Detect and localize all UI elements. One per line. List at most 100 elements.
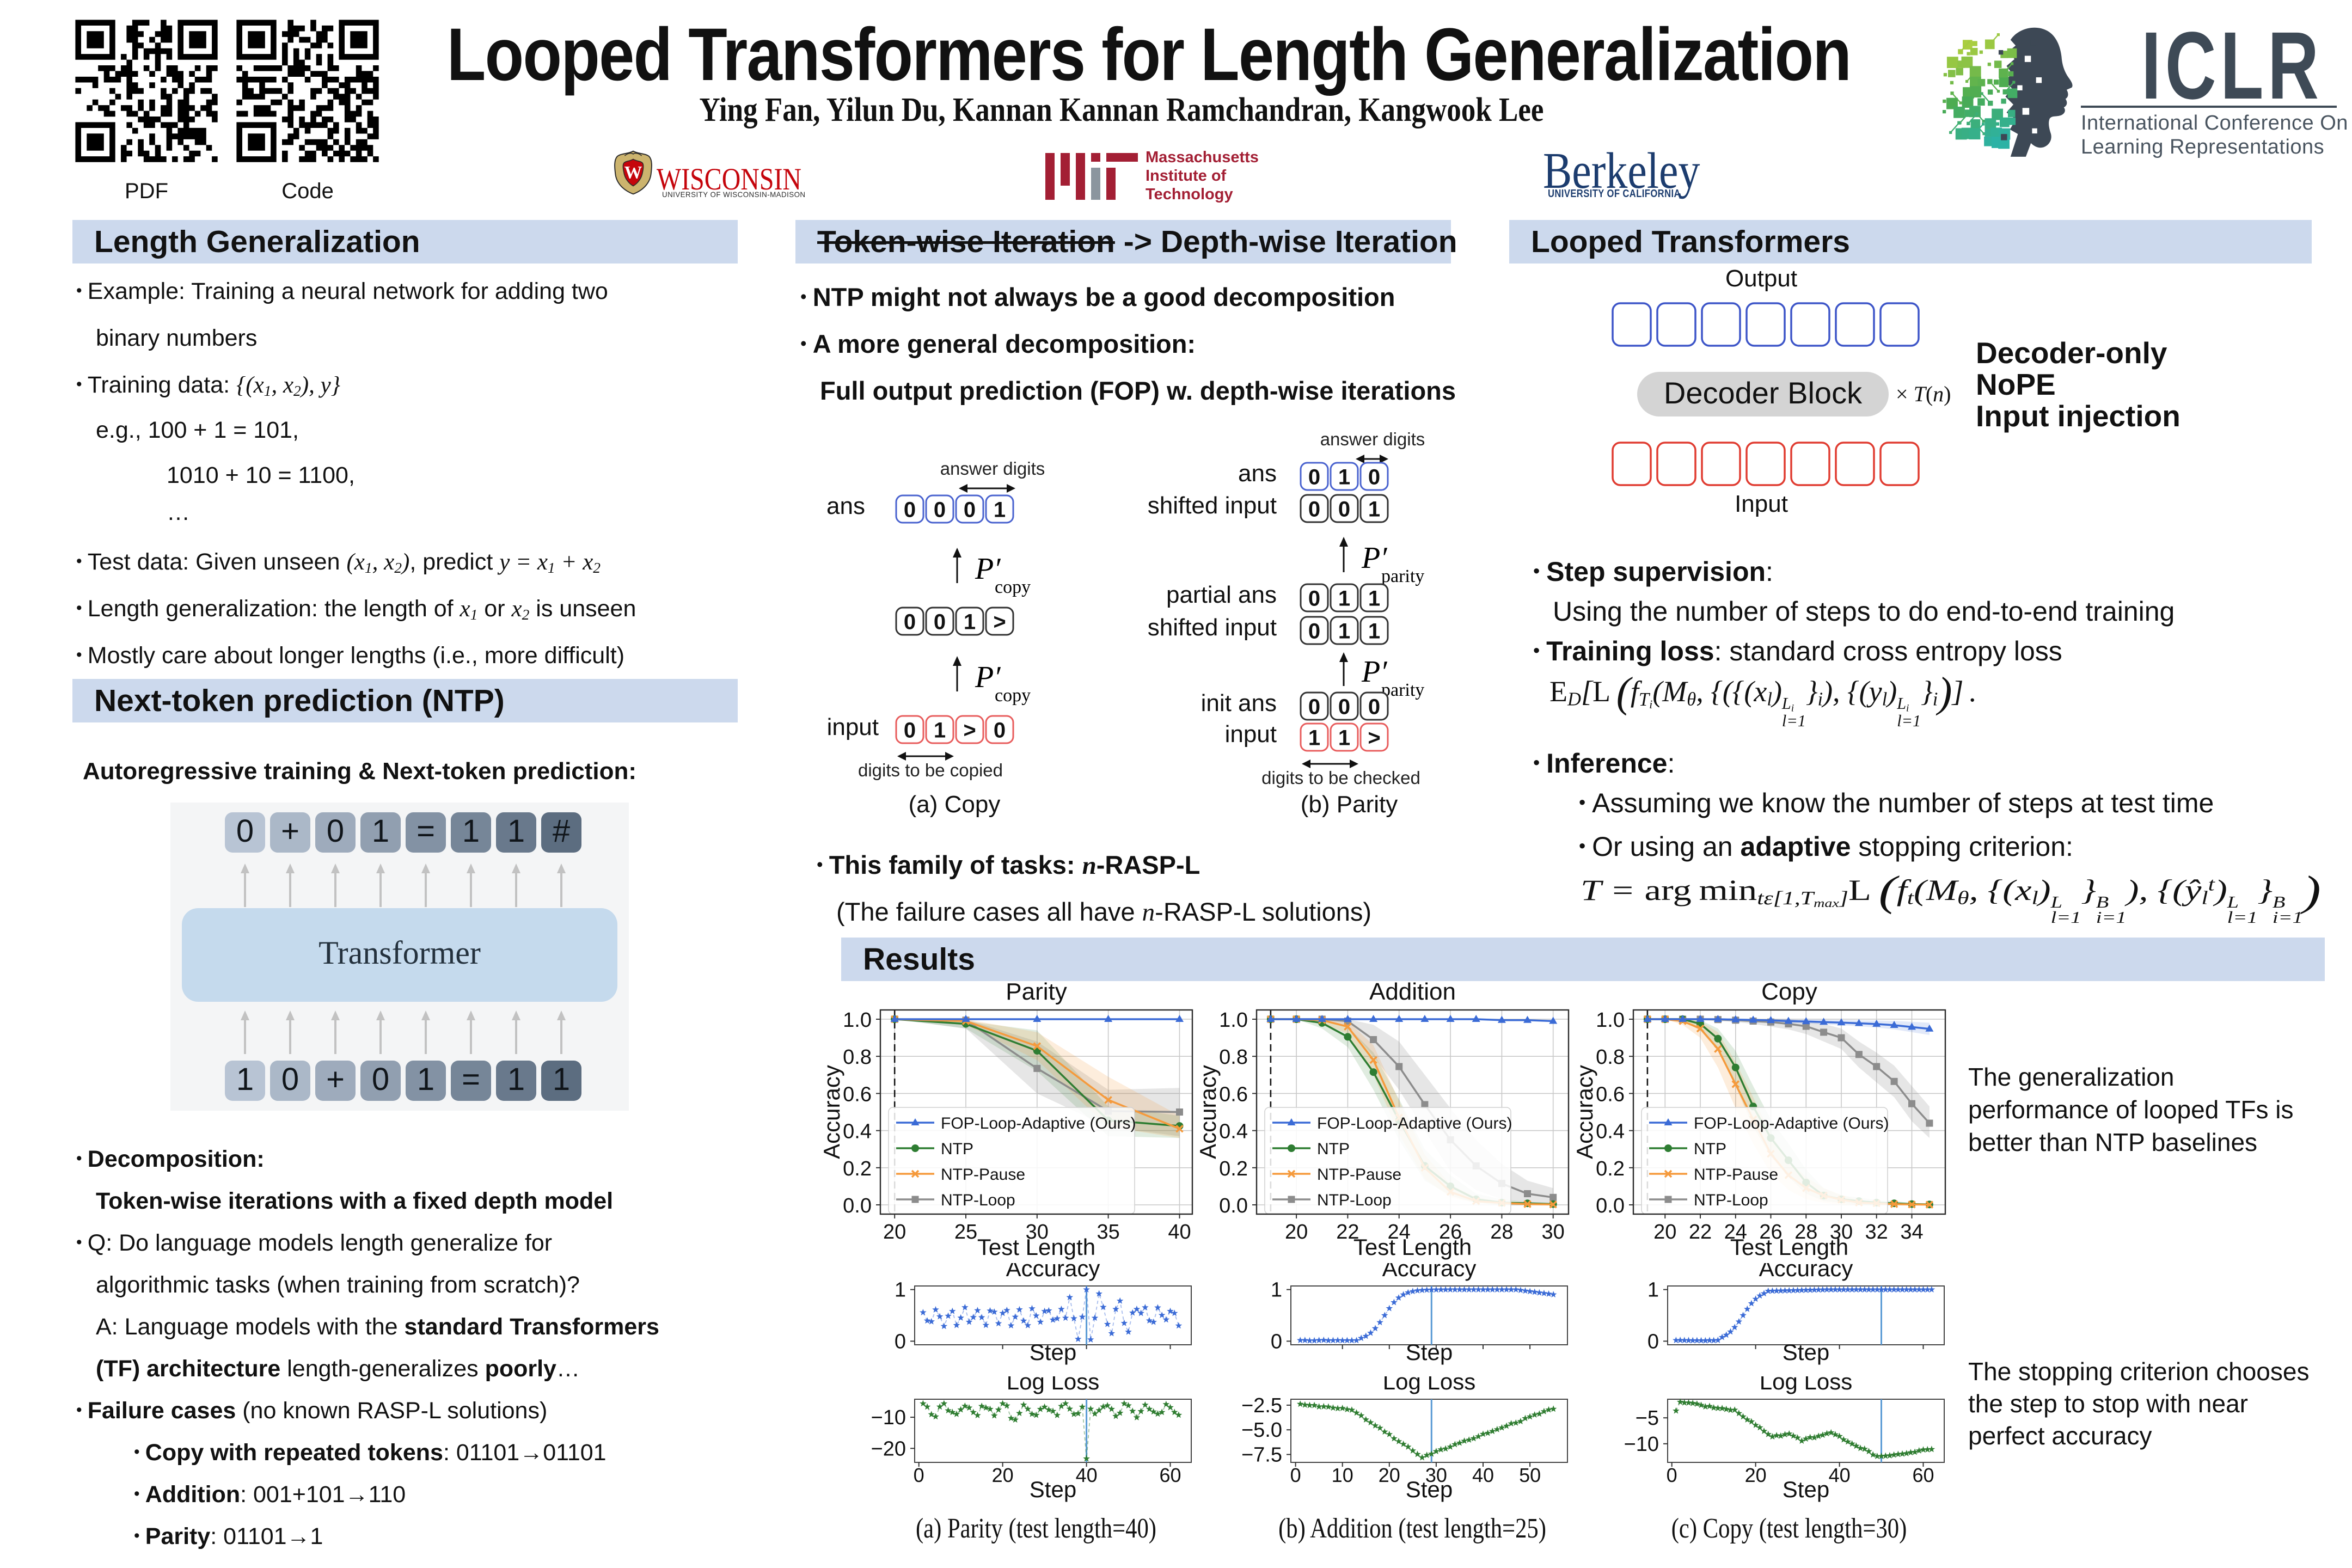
svg-text:1: 1: [1308, 726, 1320, 750]
svg-text:#: #: [553, 813, 570, 849]
svg-text:1: 1: [507, 1062, 525, 1097]
svg-text:0: 0: [1308, 619, 1320, 643]
svg-text:1: 1: [1647, 1279, 1659, 1302]
svg-text:NTP-Loop: NTP-Loop: [1317, 1191, 1392, 1209]
svg-text:P′: P′: [1361, 541, 1387, 575]
svg-text:20: 20: [883, 1221, 906, 1244]
svg-text:Accuracy: Accuracy: [1759, 1263, 1853, 1281]
svg-text:1: 1: [1338, 619, 1350, 643]
svg-text:Accuracy: Accuracy: [1195, 1065, 1221, 1159]
svg-text:>: >: [1368, 726, 1380, 750]
svg-text:0: 0: [895, 1330, 906, 1353]
svg-text:−10: −10: [871, 1406, 906, 1429]
svg-text:28: 28: [1490, 1221, 1513, 1244]
svg-text:−10: −10: [1624, 1433, 1659, 1456]
svg-text:20: 20: [992, 1464, 1014, 1486]
svg-text:FOP-Loop-Adaptive (Ours): FOP-Loop-Adaptive (Ours): [1694, 1114, 1889, 1132]
svg-text:10: 10: [1332, 1464, 1353, 1486]
svg-text:0: 0: [327, 813, 344, 849]
svg-text:shifted input: shifted input: [1148, 614, 1277, 641]
svg-text:0: 0: [1271, 1330, 1282, 1353]
svg-text:>: >: [993, 610, 1006, 634]
svg-text:0: 0: [1647, 1330, 1659, 1353]
svg-text:1.0: 1.0: [1596, 1009, 1625, 1032]
svg-text:0: 0: [934, 498, 946, 522]
svg-text:1: 1: [1368, 497, 1380, 521]
svg-text:Accuracy: Accuracy: [1382, 1263, 1477, 1281]
svg-text:input: input: [827, 714, 879, 740]
svg-text:1: 1: [934, 718, 946, 742]
svg-text:0.0: 0.0: [1219, 1195, 1248, 1217]
svg-text:1: 1: [236, 1062, 254, 1097]
svg-text:Accuracy: Accuracy: [1006, 1263, 1100, 1281]
svg-text:40: 40: [1472, 1464, 1494, 1486]
svg-text:0.0: 0.0: [1596, 1195, 1625, 1217]
svg-text:Test Length: Test Length: [1353, 1234, 1472, 1260]
svg-text:init ans: init ans: [1201, 690, 1277, 716]
svg-text:0.8: 0.8: [843, 1046, 872, 1069]
svg-text:0: 0: [904, 718, 916, 742]
svg-text:0: 0: [994, 718, 1006, 742]
svg-text:digits to be copied: digits to be copied: [858, 760, 1003, 780]
svg-text:0: 0: [1338, 497, 1350, 521]
svg-text:P′: P′: [975, 552, 1001, 586]
svg-text:× T(n): × T(n): [1896, 382, 1951, 406]
svg-text:34: 34: [1900, 1221, 1923, 1244]
svg-text:0: 0: [1308, 586, 1320, 610]
svg-text:Accuracy: Accuracy: [819, 1065, 844, 1159]
svg-text:1: 1: [1338, 586, 1350, 610]
svg-text:0: 0: [1290, 1464, 1301, 1486]
svg-text:NTP: NTP: [941, 1140, 973, 1158]
svg-text:answer digits: answer digits: [940, 458, 1045, 479]
svg-text:30: 30: [1425, 1464, 1447, 1486]
svg-text:Accuracy: Accuracy: [1572, 1065, 1597, 1159]
svg-text:Log Loss: Log Loss: [1760, 1376, 1852, 1394]
svg-text:FOP-Loop-Adaptive (Ours): FOP-Loop-Adaptive (Ours): [1317, 1114, 1512, 1132]
svg-text:0: 0: [1368, 695, 1380, 719]
svg-text:=: =: [462, 1062, 480, 1097]
svg-text:20: 20: [1745, 1464, 1767, 1486]
svg-text:parity: parity: [1381, 566, 1424, 586]
svg-text:0.2: 0.2: [843, 1157, 872, 1180]
svg-text:0: 0: [1308, 497, 1320, 521]
svg-text:>: >: [963, 718, 976, 742]
svg-text:NTP-Pause: NTP-Pause: [1694, 1166, 1778, 1184]
svg-text:22: 22: [1689, 1221, 1712, 1244]
svg-text:1: 1: [895, 1279, 906, 1302]
svg-text:1: 1: [372, 813, 389, 849]
svg-text:Step: Step: [1030, 1339, 1076, 1365]
svg-text:0.2: 0.2: [1219, 1157, 1248, 1180]
svg-text:=: =: [416, 813, 435, 849]
svg-text:0: 0: [236, 813, 254, 849]
svg-text:(a) Copy: (a) Copy: [909, 791, 1001, 818]
svg-text:ans: ans: [826, 493, 865, 519]
svg-text:0: 0: [1667, 1464, 1677, 1486]
svg-text:Addition: Addition: [1369, 980, 1456, 1005]
svg-text:0.8: 0.8: [1596, 1046, 1625, 1069]
svg-text:Test Length: Test Length: [977, 1234, 1095, 1260]
svg-text:0.4: 0.4: [1596, 1120, 1625, 1143]
svg-text:22: 22: [1336, 1221, 1359, 1244]
svg-text:0.2: 0.2: [1596, 1157, 1625, 1180]
svg-text:1: 1: [507, 813, 525, 849]
svg-text:1: 1: [1368, 586, 1380, 610]
svg-text:20: 20: [1285, 1221, 1308, 1244]
svg-text:+: +: [281, 813, 299, 849]
svg-text:1: 1: [1338, 726, 1350, 750]
svg-text:Copy: Copy: [1761, 980, 1817, 1005]
svg-text:Step: Step: [1030, 1477, 1076, 1502]
svg-text:Step: Step: [1406, 1339, 1453, 1365]
svg-text:0: 0: [904, 610, 916, 634]
svg-text:20: 20: [1653, 1221, 1676, 1244]
svg-text:1: 1: [964, 610, 976, 634]
svg-text:−7.5: −7.5: [1241, 1444, 1282, 1467]
svg-text:24: 24: [1724, 1221, 1747, 1244]
svg-text:partial ans: partial ans: [1166, 581, 1277, 608]
svg-text:0.4: 0.4: [843, 1120, 872, 1143]
svg-text:Step: Step: [1406, 1477, 1453, 1502]
svg-text:Log Loss: Log Loss: [1383, 1376, 1475, 1394]
svg-text:0.6: 0.6: [1596, 1083, 1625, 1106]
svg-text:0.0: 0.0: [843, 1195, 872, 1217]
svg-text:digits to be checked: digits to be checked: [1261, 768, 1420, 788]
svg-text:35: 35: [1097, 1221, 1119, 1244]
